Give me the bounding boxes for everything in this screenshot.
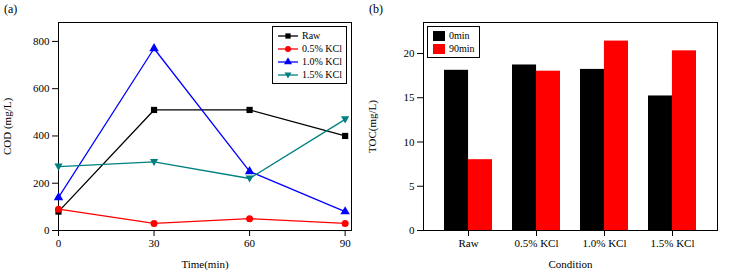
svg-text:0: 0 <box>409 224 415 236</box>
html-text:0.5% KCl: 0.5% KCl <box>302 43 342 54</box>
svg-text:15: 15 <box>404 91 416 103</box>
svg-text:10: 10 <box>404 136 416 148</box>
svg-text:Condition: Condition <box>548 258 593 270</box>
svg-text:90: 90 <box>340 237 352 249</box>
svg-text:0: 0 <box>56 237 62 249</box>
html-text:1.5% KCl: 1.5% KCl <box>302 69 342 80</box>
svg-text:0.5% KCl: 0.5% KCl <box>515 237 559 249</box>
html-text:(b): (b) <box>369 2 383 16</box>
svg-text:30: 30 <box>149 237 161 249</box>
svg-text:COD (mg/L): COD (mg/L) <box>1 98 14 155</box>
svg-text:0: 0 <box>44 224 50 236</box>
svg-text:600: 600 <box>33 82 50 94</box>
svg-text:200: 200 <box>33 177 50 189</box>
svg-text:Time(min): Time(min) <box>181 258 229 271</box>
svg-text:800: 800 <box>33 35 50 47</box>
svg-text:TOC(mg/L): TOC(mg/L) <box>366 100 379 153</box>
html-text:(a): (a) <box>4 2 18 16</box>
svg-text:5: 5 <box>409 180 415 192</box>
svg-text:1.0% KCl: 1.0% KCl <box>583 237 627 249</box>
html-text:0min: 0min <box>449 30 470 41</box>
svg-text:20: 20 <box>404 47 416 59</box>
svg-text:1.5% KCl: 1.5% KCl <box>651 237 695 249</box>
html-text:Raw: Raw <box>302 30 321 41</box>
svg-text:400: 400 <box>33 129 50 141</box>
svg-text:Raw: Raw <box>458 237 478 249</box>
html-text:1.0% KCl: 1.0% KCl <box>302 56 342 67</box>
svg-text:60: 60 <box>244 237 256 249</box>
html-text:90min: 90min <box>449 43 475 54</box>
